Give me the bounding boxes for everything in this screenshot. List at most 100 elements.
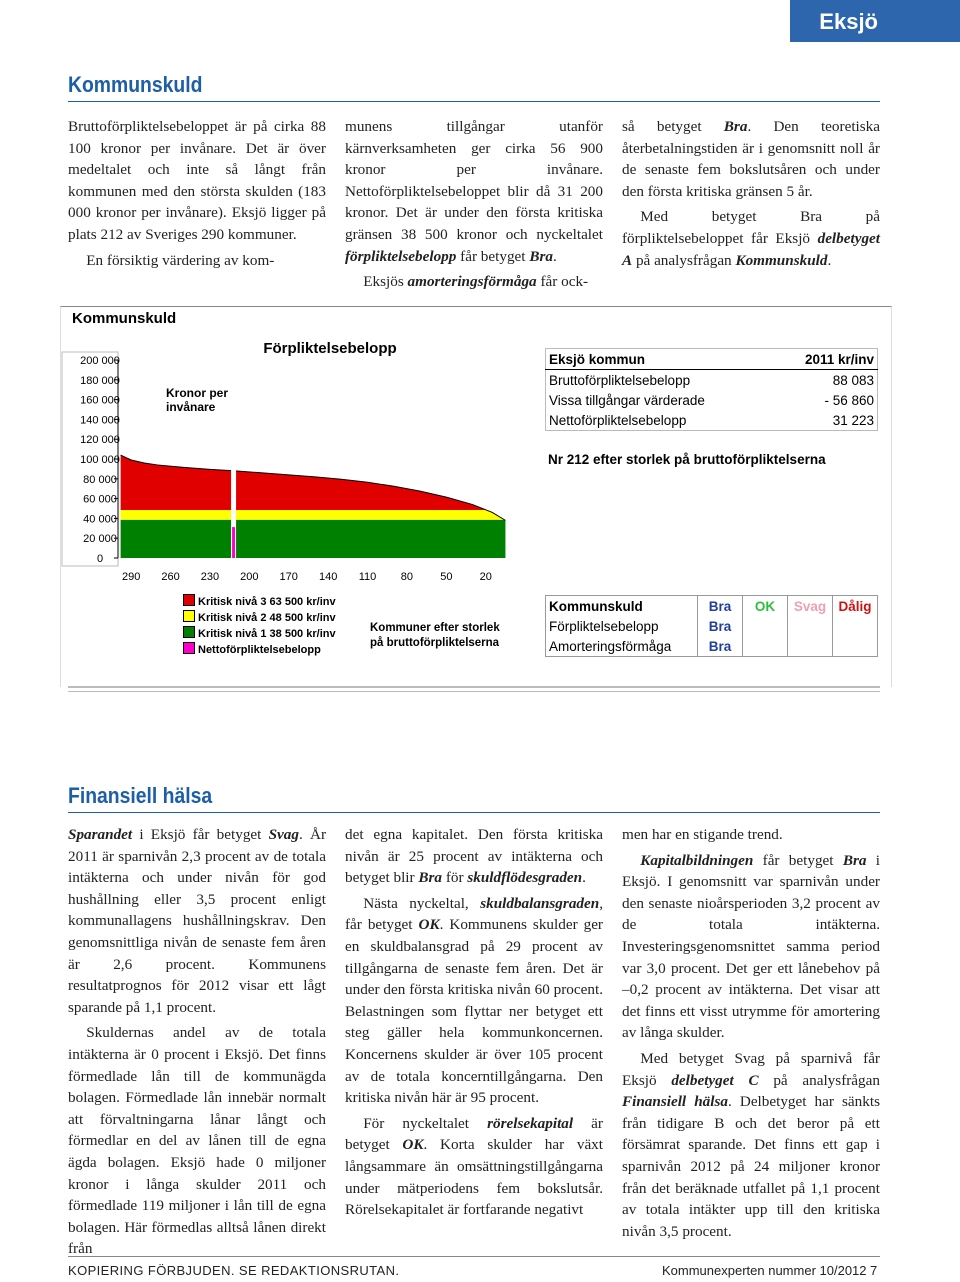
- ratings-table: Kommunskuld Bra OK Svag Dålig Förpliktelsebel…: [545, 595, 878, 657]
- header-tag: Eksjö: [790, 0, 960, 42]
- header-cell: Bra: [697, 595, 743, 616]
- table-cell: Bruttoförpliktelsebelopp: [549, 372, 691, 388]
- text-run: får betyget: [456, 247, 530, 265]
- paragraph: munens tillgångar utanför kärnverksamhet…: [345, 116, 603, 267]
- emphasis: Sparandet: [68, 826, 133, 843]
- table-cell: Bra: [697, 636, 743, 657]
- x-axis-label: Kommuner efter storlek på bruttoförplikt…: [370, 622, 500, 649]
- marker-bar: [232, 527, 236, 558]
- area-band: [120, 455, 487, 510]
- legend-swatch: [183, 626, 195, 638]
- y-tick-label: 80 000: [83, 474, 117, 486]
- summary-note: Nr 212 efter storlek på bruttoförpliktel…: [548, 452, 826, 467]
- y-tick-label: 160 000: [80, 395, 120, 407]
- emphasis: förpliktelsebelopp: [345, 247, 457, 265]
- footer-rule: [68, 1256, 880, 1257]
- x-tick-label: 260: [161, 571, 179, 583]
- x-tick-label: 50: [440, 571, 452, 583]
- x-tick-label: 290: [122, 571, 140, 583]
- summary-table: Eksjö kommun 2011 kr/inv Bruttoförpliktels…: [545, 348, 878, 431]
- y-axis-label: Kronor per invånare: [166, 386, 229, 414]
- paragraph: Nästa nyckeltal, skuldbalansgraden, får …: [345, 893, 603, 1109]
- y-tick-label: 20 000: [83, 533, 117, 545]
- paragraph: En försiktig värdering av kom-: [68, 250, 326, 272]
- text-run: .: [827, 251, 832, 269]
- legend-item: Kritisk nivå 1 38 500 kr/inv: [183, 626, 336, 642]
- text-column: men har en stigande trend. Kapitalbildnin…: [622, 824, 880, 1246]
- section-rule: [68, 101, 880, 102]
- x-tick-label: 230: [201, 571, 219, 583]
- legend-item: Nettoförpliktelsebelopp: [183, 642, 336, 658]
- x-tick-label: 80: [401, 571, 413, 583]
- table-row: Eksjö kommun 2011 kr/inv: [545, 348, 878, 370]
- text-column: det egna kapitalet. Den första kritiska …: [345, 824, 603, 1225]
- legend: Kritisk nivå 3 63 500 kr/inv Kritisk nivå…: [183, 594, 336, 658]
- legend-label: Kritisk nivå 3 63 500 kr/inv: [198, 596, 336, 608]
- empty-cell: [742, 636, 788, 657]
- x-tick-label: 170: [280, 571, 298, 583]
- text-run: .: [552, 247, 557, 265]
- emphasis: Finansiell hälsa: [622, 1093, 728, 1111]
- section-rule: [68, 812, 880, 813]
- empty-cell: [832, 636, 878, 657]
- table-row: Kommunskuld Bra OK Svag Dålig: [546, 595, 878, 616]
- header-cell: Dålig: [832, 595, 878, 616]
- y-tick-label: 140 000: [80, 414, 120, 426]
- paragraph: Sparandet i Eksjö får betyget Svag. År 2…: [68, 824, 326, 1018]
- paragraph: så betyget Bra. Den teoretiska återbetal…: [622, 116, 880, 202]
- chart: Förpliktelsebelopp 0 20 000 40 000 60 000 80 …: [61, 340, 506, 583]
- paragraph: Bruttoförpliktelsebeloppet är på cirka 8…: [68, 116, 326, 246]
- legend-swatch: [183, 642, 195, 654]
- table-row: Nettoförpliktelsebelopp 31 223: [546, 410, 878, 431]
- text-run: . Den teoretiska återbetalningstiden är …: [622, 118, 881, 200]
- footer-magazine: Kommunexperten nummer 10/2012: [662, 1263, 867, 1278]
- text-column: Bruttoförpliktelsebeloppet är på cirka 8…: [68, 116, 326, 275]
- text-run: för: [442, 869, 468, 887]
- emphasis: delbetyget C: [671, 1071, 759, 1089]
- emphasis: skuldflödesgraden: [467, 869, 583, 887]
- legend-label: Kritisk nivå 1 38 500 kr/inv: [198, 628, 336, 640]
- header-cell: Eksjö kommun: [545, 348, 773, 370]
- emphasis: amorteringsförmåga: [407, 273, 537, 291]
- header-cell: Kommunskuld: [549, 598, 643, 614]
- table-cell: Bra: [697, 616, 743, 636]
- table-row: Förpliktelsebelopp Bra: [546, 616, 878, 636]
- text-run: En försiktig värdering av kom-: [86, 251, 275, 269]
- empty-cell: [832, 616, 878, 636]
- chart-title: Förpliktelsebelopp: [263, 340, 396, 357]
- paragraph: Med betyget Svag på sparnivå får Eksjö d…: [622, 1048, 880, 1242]
- x-tick-label: 200: [240, 571, 258, 583]
- text-run: är betyget: [345, 1114, 603, 1154]
- table-row: Amorteringsförmåga Bra: [546, 636, 878, 657]
- table-cell: Amorteringsförmåga: [549, 638, 672, 654]
- emphasis: OK: [418, 916, 440, 934]
- text-run: . Korta skulder har växt långsammare än …: [345, 1136, 603, 1219]
- y-tick-label: 120 000: [80, 434, 120, 446]
- y-tick-label: 40 000: [83, 513, 117, 525]
- paragraph: men har en stigande trend.: [622, 824, 880, 846]
- emphasis: Bra: [723, 118, 748, 135]
- text-run: . Kommunens skulder ger en skuldbalansgr…: [345, 916, 603, 1107]
- table-cell: 31 223: [832, 412, 874, 428]
- emphasis: Bra: [842, 851, 867, 869]
- table-cell: Förpliktelsebelopp: [549, 618, 659, 634]
- header-cell: 2011 kr/inv: [772, 348, 878, 370]
- page-number: 7: [870, 1263, 878, 1278]
- header-cell: Svag: [787, 595, 833, 616]
- section-title: Finansiell hälsa: [68, 783, 213, 808]
- emphasis: Kapitalbildningen: [640, 851, 754, 869]
- table-cell: Nettoförpliktelsebelopp: [549, 412, 687, 428]
- y-tick-label: 180 000: [80, 375, 120, 387]
- x-tick-label: 20: [480, 571, 492, 583]
- text-run: munens tillgångar utanför kärnverksamhet…: [345, 118, 603, 243]
- table-row: Vissa tillgångar värderade - 56 860: [546, 390, 878, 410]
- text-run: För nyckeltalet: [363, 1114, 488, 1132]
- text-run: Nästa nyckeltal,: [363, 894, 481, 912]
- table-cell: Vissa tillgångar värderade: [549, 392, 705, 408]
- text-run: Med betyget Svag på sparnivå får Eksjö: [622, 1049, 880, 1089]
- empty-cell: [787, 636, 833, 657]
- area-outline: [120, 454, 506, 521]
- emphasis: Kommunskuld: [735, 251, 828, 269]
